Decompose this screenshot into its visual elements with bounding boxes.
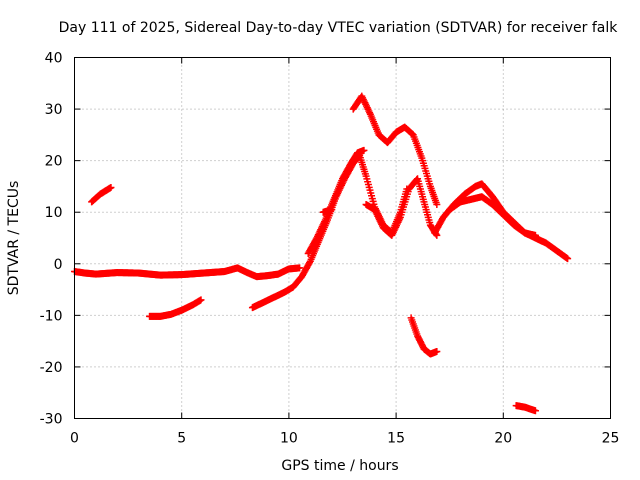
data-point-marker xyxy=(433,200,441,208)
data-point-marker xyxy=(531,407,539,415)
chart-title: Day 111 of 2025, Sidereal Day-to-day VTE… xyxy=(59,20,619,36)
series-arc-9 xyxy=(407,314,441,358)
series-arc-12 xyxy=(512,402,539,415)
data-point-marker xyxy=(328,206,336,214)
x-tick-label: 15 xyxy=(387,431,405,447)
data-point-marker xyxy=(433,347,441,355)
y-tick-label: 10 xyxy=(45,205,63,221)
y-tick-label: -10 xyxy=(40,308,63,324)
x-tick-label: 0 xyxy=(70,431,79,447)
y-tick-label: -20 xyxy=(40,360,63,376)
y-tick-label: 30 xyxy=(45,102,63,118)
y-axis-label: SDTVAR / TECUs xyxy=(6,181,22,296)
series-arc-11 xyxy=(446,193,572,263)
x-tick-label: 10 xyxy=(280,431,298,447)
data-series xyxy=(71,92,572,415)
series-arc-7 xyxy=(362,175,441,239)
series-arc-1 xyxy=(88,183,115,206)
x-tick-label: 20 xyxy=(494,431,512,447)
y-tick-label: 40 xyxy=(45,51,63,67)
series-arc-3 xyxy=(146,296,205,320)
data-point-marker xyxy=(306,259,314,267)
series-arc-2 xyxy=(71,264,304,281)
axis-ticks: 0 5 10 15 20 25 -30 -20 -10 0 10 20 30 40 xyxy=(40,51,620,447)
grid xyxy=(74,57,611,419)
series-arc-5 xyxy=(304,146,368,257)
y-tick-label: -30 xyxy=(40,412,63,428)
data-point-marker xyxy=(197,296,205,304)
series-arc-6 xyxy=(319,206,336,216)
data-point-marker xyxy=(296,264,304,272)
x-tick-label: 5 xyxy=(177,431,186,447)
y-tick-label: 20 xyxy=(45,154,63,170)
x-axis-label: GPS time / hours xyxy=(281,458,398,474)
plot-frame xyxy=(74,57,611,419)
series-arc-8 xyxy=(349,92,441,208)
data-point-marker xyxy=(564,255,572,263)
x-tick-label: 25 xyxy=(602,431,620,447)
y-tick-label: 0 xyxy=(54,257,63,273)
data-point-marker xyxy=(107,183,115,191)
data-point-marker xyxy=(360,146,368,154)
